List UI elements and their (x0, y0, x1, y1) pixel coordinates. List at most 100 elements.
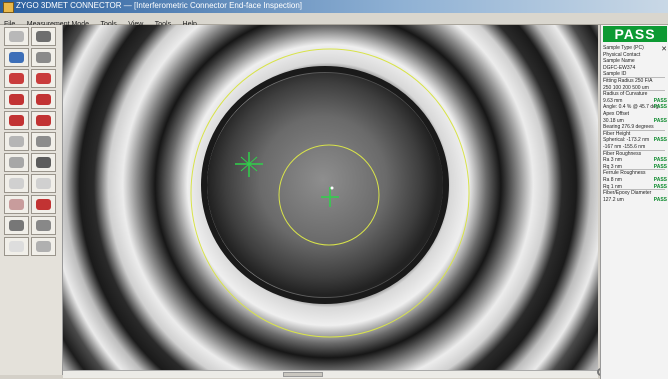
capture-icon (36, 31, 51, 42)
result-line: Sample Name (603, 58, 635, 65)
panel-separator (603, 129, 665, 131)
close-icon[interactable]: ✕ (661, 46, 667, 53)
results-panel: PASS ✕ Sample Type (PC) Physical Contact S… (600, 25, 668, 379)
mark-button[interactable] (31, 195, 56, 214)
save-button[interactable] (31, 216, 56, 235)
export-icon (9, 199, 24, 210)
result-pass-badge: PASS (653, 104, 667, 111)
interferogram-image (63, 25, 598, 370)
panel-separator (603, 90, 665, 92)
fiber-b-button[interactable] (31, 69, 56, 88)
focus-icon (36, 52, 51, 63)
menu-file[interactable]: File (0, 20, 18, 28)
print-icon (9, 220, 24, 231)
window-titlebar: ZYGO 3DMET CONNECTOR — [Interferometric … (0, 0, 668, 13)
focus-button[interactable] (31, 48, 56, 67)
print-button[interactable] (4, 216, 29, 235)
apex-marker (235, 152, 263, 177)
ferrule-core (207, 73, 443, 297)
disabled-a-button[interactable] (4, 174, 29, 193)
menu-help[interactable]: Help (179, 20, 200, 28)
menu-bar: File Measurement Mode Tools View Tools H… (0, 13, 668, 28)
tool-a-icon (9, 115, 24, 126)
result-pass-badge: PASS (653, 196, 667, 203)
panel-separator (603, 149, 665, 151)
analysis-a-icon (9, 94, 24, 105)
panel-separator (603, 189, 665, 191)
live-button[interactable] (4, 27, 29, 46)
tool-b-icon (36, 115, 51, 126)
grid-button[interactable] (31, 132, 56, 151)
result-line: 250 100 200 500 um (603, 84, 649, 91)
disabled-b-button[interactable] (31, 174, 56, 193)
fiber-b-icon (36, 73, 51, 84)
report-button[interactable] (31, 153, 56, 172)
horizontal-scrollbar[interactable] (63, 370, 598, 378)
menu-tools-2[interactable]: Tools (151, 20, 174, 28)
app-icon (3, 2, 14, 13)
exit-button[interactable] (31, 237, 56, 256)
exit-icon (36, 241, 51, 252)
analysis-a-button[interactable] (4, 90, 29, 109)
fiber-a-button[interactable] (4, 69, 29, 88)
result-line: Spherical: -173.2 nm (603, 137, 650, 144)
profile-icon (9, 136, 24, 147)
result-line: 127.2 um (603, 196, 624, 203)
result-pass-badge: PASS (653, 137, 667, 144)
panel-separator (603, 169, 665, 171)
profile-button[interactable] (4, 132, 29, 151)
capture-button[interactable] (31, 27, 56, 46)
result-line: Fiber Roughness (603, 150, 642, 157)
result-line: 30.18 um (603, 117, 624, 124)
result-line: 9.63 mm (603, 97, 623, 104)
result-line: Ra 3 nm (603, 157, 622, 164)
result-line: Apex Offset (603, 111, 630, 117)
fiber-center-marker (321, 186, 339, 207)
help-button[interactable] (4, 237, 29, 256)
report-icon (36, 157, 51, 168)
result-line: Sample Type (PC) (603, 45, 644, 51)
result-line: Angle: 0.4 % @ 45.7 deg (603, 104, 659, 111)
help-icon (9, 241, 24, 252)
result-line: -167 nm -155.6 nm (603, 144, 646, 150)
result-line: Radius of Curvature (603, 91, 648, 98)
tool-b-button[interactable] (31, 111, 56, 130)
result-line: Rq 3 nm (603, 163, 622, 170)
fiber-a-icon (9, 73, 24, 84)
disabled-a-icon (9, 178, 24, 189)
result-line: Fiber/Epoxy Diameter (603, 190, 652, 197)
export-button[interactable] (4, 195, 29, 214)
window-title: ZYGO 3DMET CONNECTOR — [Interferometric … (16, 1, 303, 10)
zoom-icon (9, 52, 24, 63)
ferrule-rim (201, 66, 449, 304)
outer-analysis-circle (190, 48, 470, 338)
save-icon (36, 220, 51, 231)
result-pass-badge: PASS (653, 177, 667, 183)
menu-view[interactable]: View (124, 20, 146, 28)
result-line: Sample ID (603, 71, 627, 78)
result-pass-badge: PASS (653, 117, 667, 124)
scrollbar-thumb[interactable] (283, 372, 323, 377)
analysis-b-button[interactable] (31, 90, 56, 109)
result-line: Fitting Radius 250 F/A (603, 78, 653, 84)
pass-status-badge: PASS (603, 26, 667, 42)
result-line: Rq 1 nm (603, 183, 622, 190)
result-line: Physical Contact (603, 51, 641, 58)
result-line: Ra 8 nm (603, 177, 622, 183)
zoom-button[interactable] (4, 48, 29, 67)
result-line: Ferrule Roughness (603, 170, 646, 177)
menu-tools[interactable]: Tools (96, 20, 119, 28)
result-pass-badge: PASS (653, 97, 667, 104)
interferogram-viewer[interactable] (63, 25, 598, 370)
panel-separator (603, 77, 665, 78)
inner-analysis-circle (278, 144, 380, 246)
settings-button[interactable] (4, 153, 29, 172)
disabled-b-icon (36, 178, 51, 189)
grid-icon (36, 136, 51, 147)
tool-a-button[interactable] (4, 111, 29, 130)
settings-icon (9, 157, 24, 168)
left-toolbar (0, 25, 63, 375)
menu-measurement-mode[interactable]: Measurement Mode (23, 20, 92, 28)
result-pass-badge: PASS (653, 163, 667, 170)
analysis-b-icon (36, 94, 51, 105)
